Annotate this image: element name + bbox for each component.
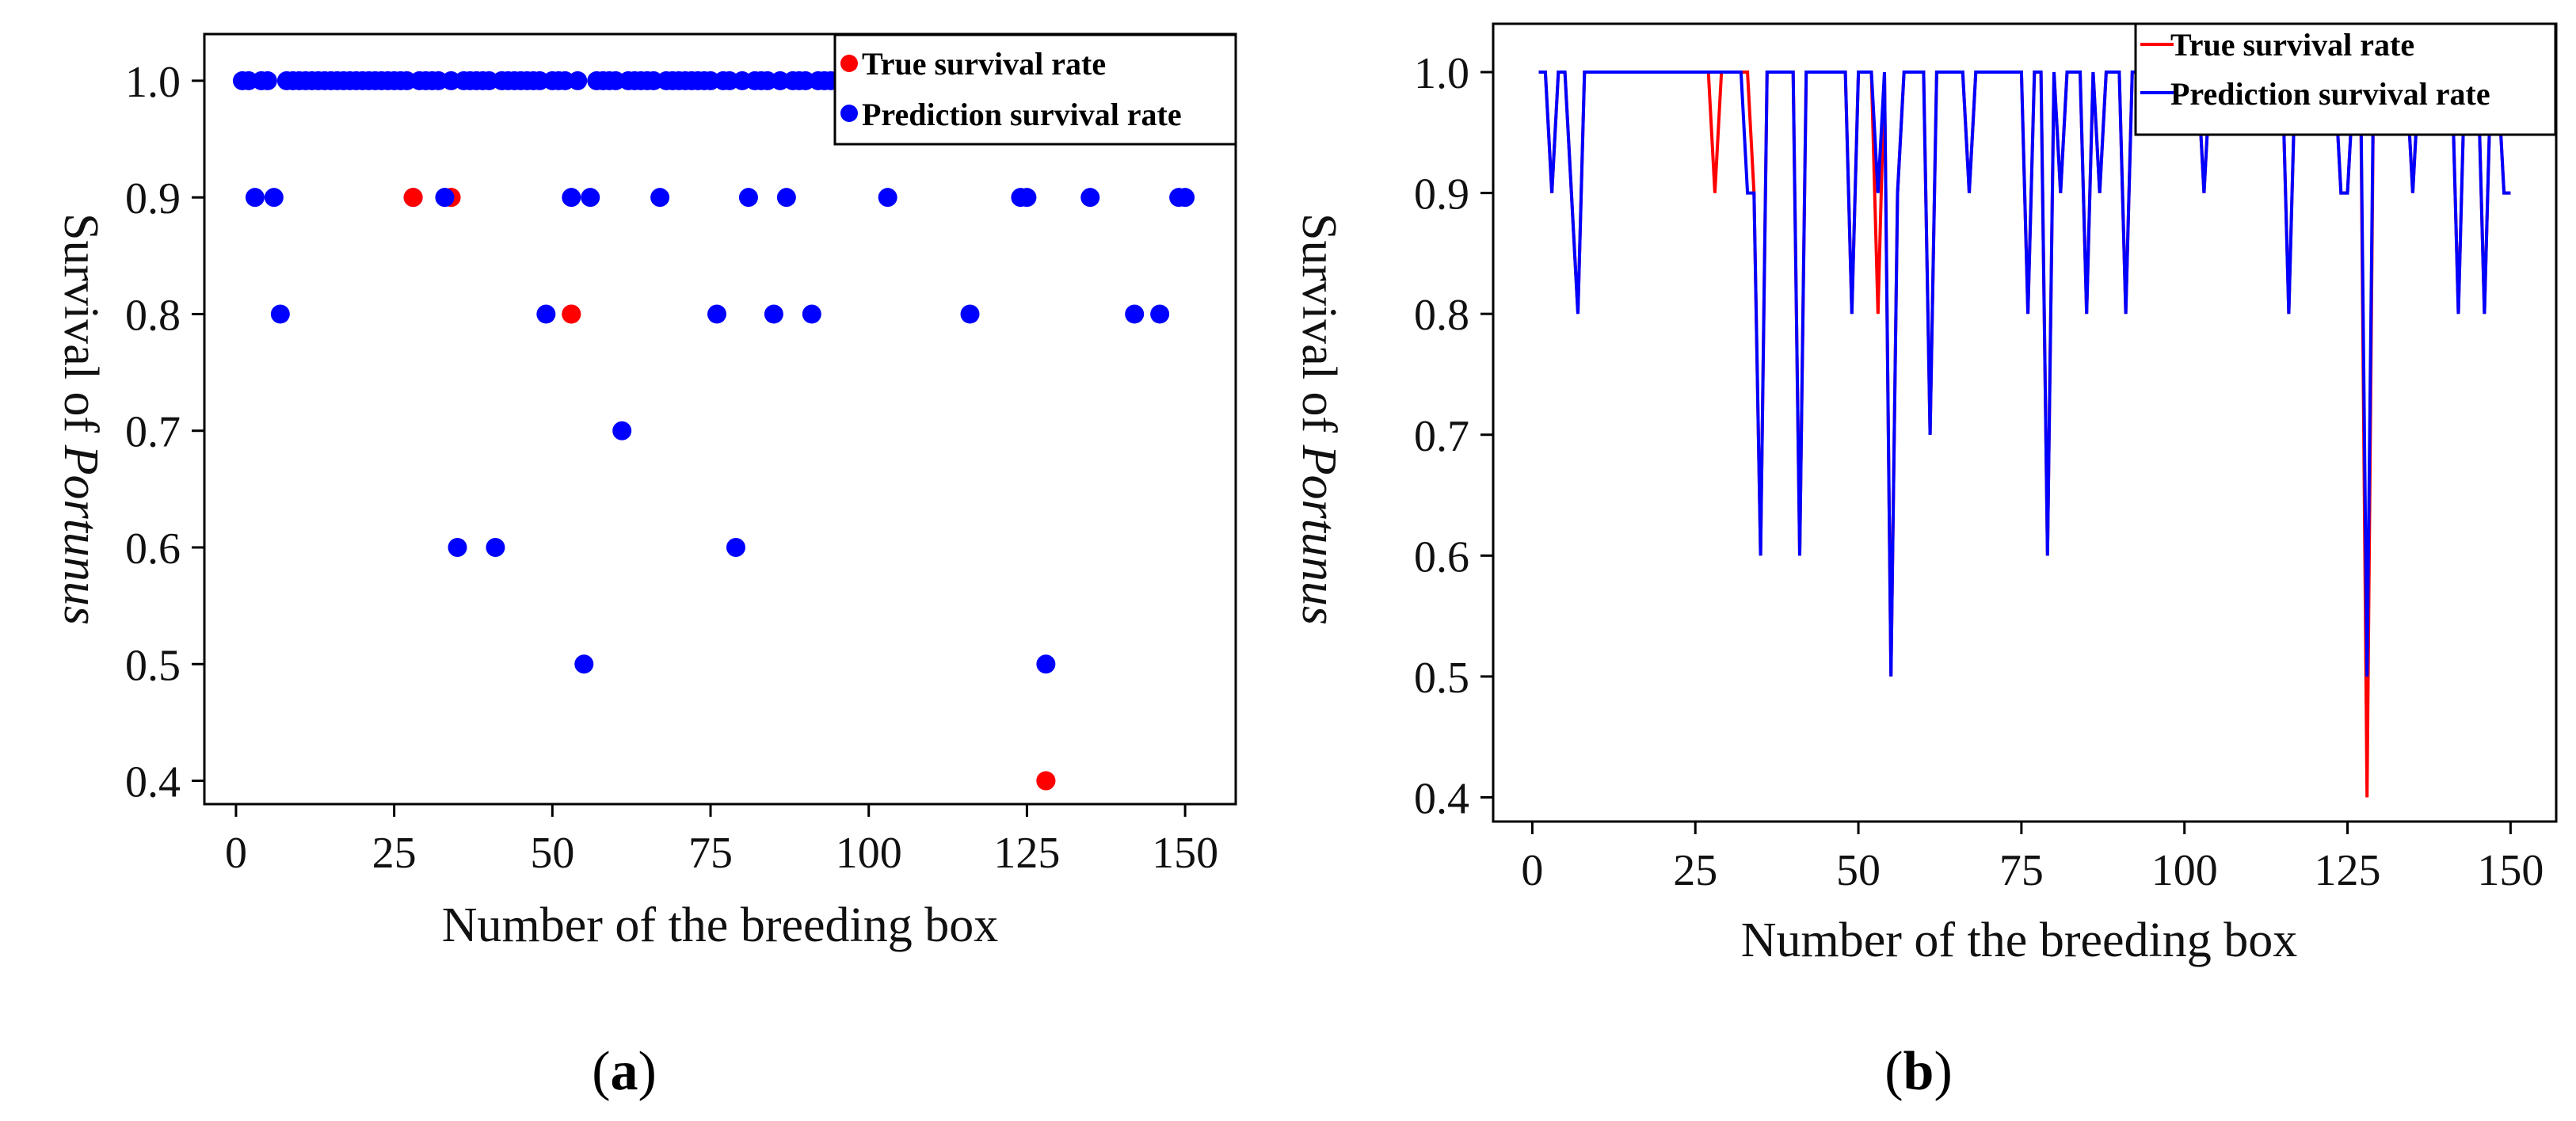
chart-a-point-prediction	[1176, 188, 1195, 208]
chart-a-xlabel: Number of the breeding box	[442, 898, 998, 952]
chart-b-xtick-label: 25	[1673, 846, 1717, 895]
chart-b-xtick-label: 0	[1521, 846, 1543, 895]
chart-b-xtick-label: 125	[2315, 846, 2381, 895]
chart-a-legend-true: True survival rate	[862, 46, 1106, 82]
chart-a-panel-letter: a	[611, 1041, 638, 1102]
chart-a-point-prediction	[726, 538, 745, 557]
chart-b-legend-true: True survival rate	[2170, 27, 2414, 63]
chart-a-ytick-label: 0.8	[125, 291, 181, 340]
chart-a-point-prediction	[581, 188, 600, 208]
chart-b-plot-frame	[1492, 22, 2558, 823]
chart-a-ytick-label: 0.4	[125, 758, 181, 807]
chart-a-point-prediction	[764, 304, 783, 324]
chart-a-point-prediction	[612, 421, 632, 440]
chart-b-ytick-label: 1.0	[1414, 49, 1469, 98]
chart-a-point-prediction	[1036, 654, 1056, 674]
chart-a-xtick-label: 125	[993, 829, 1060, 878]
chart-a-point-prediction	[1150, 304, 1170, 324]
chart-a-point-true-front	[403, 188, 423, 208]
chart-a-xtick-label: 150	[1152, 829, 1218, 878]
chart-a-ytick-label: 1.0	[125, 58, 181, 107]
chart-b-legend-prediction: Prediction survival rate	[2170, 76, 2490, 112]
chart-a-point-prediction	[435, 188, 455, 208]
chart-a-legend-box	[833, 33, 1237, 146]
chart-a-plot-frame	[203, 32, 1237, 806]
chart-b-ytick-label: 0.5	[1414, 654, 1469, 703]
chart-a-point-prediction	[448, 538, 467, 557]
chart-a-point-prediction	[802, 304, 821, 324]
chart-a-panel-label: (a)	[592, 1041, 657, 1102]
chart-b-ylabel-species: Portunus	[1292, 444, 1346, 625]
chart-a-legend: True survival rate Prediction survival r…	[833, 33, 1237, 146]
chart-a-point-prediction	[1017, 188, 1037, 208]
chart-a-ytick-label: 0.7	[125, 408, 181, 457]
chart-a-point-prediction	[1125, 304, 1145, 324]
chart-b-ylabel: Survival of Portunus	[1292, 213, 1346, 625]
chart-b-panel-letter: b	[1903, 1041, 1934, 1102]
chart-b-ytick-label: 0.6	[1414, 532, 1469, 581]
chart-a-point-prediction	[1080, 188, 1100, 208]
chart-a-point-true-front	[562, 304, 581, 324]
chart-a-point-prediction	[568, 71, 588, 90]
chart-a-xtick-label: 0	[225, 829, 247, 878]
chart-a-point-prediction	[264, 188, 284, 208]
chart-b-ytick-label: 0.9	[1414, 170, 1469, 219]
chart-a-ylabel-prefix: Survival of	[54, 213, 108, 445]
chart-b-line-prediction	[1538, 71, 2511, 677]
chart-a-ylabel: Survival of Portunus	[54, 213, 108, 625]
chart-a-point-prediction	[776, 188, 796, 208]
chart-a-point-prediction	[878, 188, 897, 208]
chart-a-point-prediction	[270, 304, 290, 324]
chart-a-ytick-label: 0.9	[125, 174, 181, 223]
chart-a-point-true-front	[1036, 771, 1056, 791]
chart-a-point-prediction	[536, 304, 556, 324]
chart-a-xtick-label: 50	[530, 829, 574, 878]
chart-b-xtick-label: 150	[2477, 846, 2544, 895]
chart-b-xtick-label: 50	[1836, 846, 1881, 895]
chart-a-xtick-label: 75	[688, 829, 733, 878]
chart-a-point-prediction	[486, 538, 505, 557]
chart-b-legend: True survival rate Prediction survival r…	[2134, 22, 2557, 136]
chart-a-legend-prediction: Prediction survival rate	[862, 97, 1182, 132]
chart-a-point-prediction	[257, 71, 277, 90]
chart-b-legend-box	[2134, 22, 2557, 136]
chart-a-ytick-label: 0.6	[125, 524, 181, 574]
chart-b-ytick-label: 0.4	[1414, 774, 1469, 823]
chart-a-ylabel-species: Portunus	[54, 444, 108, 625]
chart-b-ytick-label: 0.7	[1414, 412, 1469, 461]
chart-a-xtick-label: 100	[836, 829, 902, 878]
chart-b-xtick-label: 75	[1999, 846, 2044, 895]
chart-a-point-prediction	[650, 188, 670, 208]
chart-b-ylabel-prefix: Survival of	[1292, 213, 1346, 445]
chart-b-xtick-label: 100	[2151, 846, 2218, 895]
chart-a-legend-marker-true	[840, 55, 858, 72]
chart-a-legend-marker-prediction	[840, 105, 858, 122]
chart-a-ytick-label: 0.5	[125, 641, 181, 690]
chart-b-xlabel: Number of the breeding box	[1741, 913, 2297, 967]
chart-a: 0 25 50 75 100 125 150 0.4 0.5 0.6 0.7 0.8 0.9 1.0 N…	[54, 32, 1237, 1102]
chart-b: 0 25 50 75 100 125 150 0.4 0.5 0.6 0.7 0.8 0.9 1.0 N…	[1292, 22, 2558, 1102]
chart-a-point-prediction	[738, 188, 758, 208]
chart-a-point-prediction	[562, 188, 581, 208]
chart-a-point-prediction	[245, 188, 265, 208]
chart-a-xtick-label: 25	[372, 829, 417, 878]
chart-b-panel-label: (b)	[1884, 1041, 1953, 1102]
chart-b-ytick-label: 0.8	[1414, 291, 1469, 340]
chart-a-point-prediction	[707, 304, 727, 324]
chart-a-point-prediction	[960, 304, 980, 324]
chart-a-point-prediction	[574, 654, 594, 674]
